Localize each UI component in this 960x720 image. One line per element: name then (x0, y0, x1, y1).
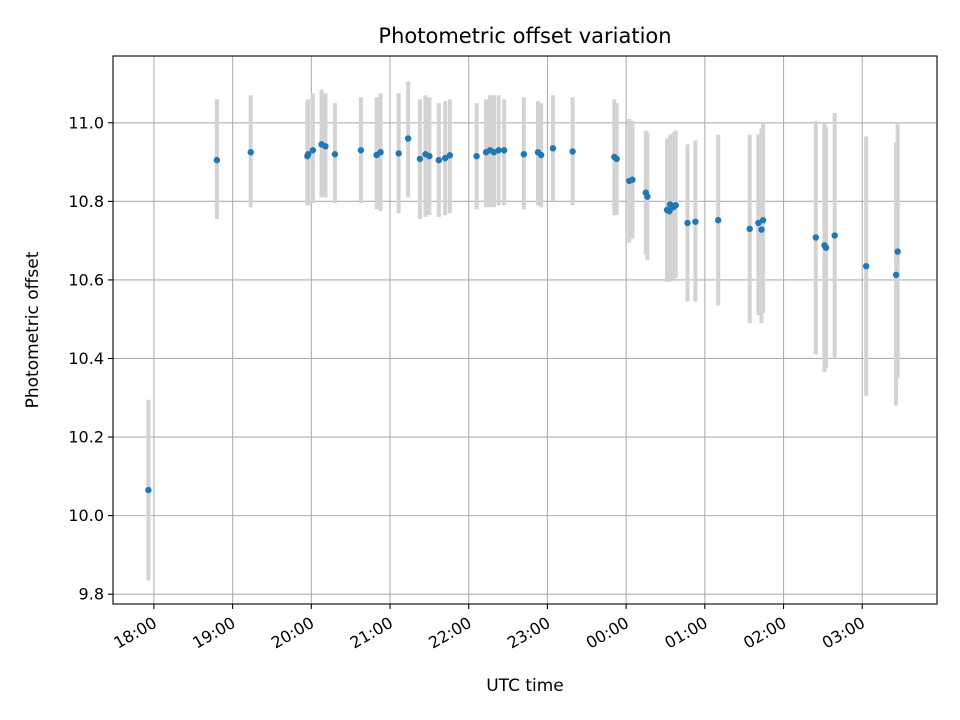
data-point (822, 244, 830, 251)
y-tick-label: 10.6 (68, 270, 104, 289)
data-point (672, 202, 679, 209)
data-point (145, 486, 152, 494)
y-tick-label: 10.2 (68, 428, 104, 447)
data-point (715, 217, 722, 224)
data-point (569, 148, 576, 155)
plot-frame (112, 55, 938, 605)
y-tick-label: 10.4 (68, 349, 104, 368)
data-point (446, 152, 454, 159)
data-point (520, 151, 528, 158)
data-point (404, 135, 412, 142)
data-point (537, 151, 545, 159)
y-tick-label: 11.0 (68, 113, 104, 132)
chart-title: Photometric offset variation (378, 24, 671, 48)
x-axis-label: UTC time (486, 676, 564, 696)
data-point (357, 147, 365, 154)
y-tick-label: 10.0 (68, 506, 104, 525)
data-point (666, 207, 673, 215)
data-point (629, 176, 636, 183)
y-tick-label: 10.8 (68, 192, 104, 211)
data-point (894, 248, 901, 255)
data-point (500, 147, 508, 154)
data-point (746, 225, 753, 233)
data-point (755, 219, 762, 227)
data-point (435, 156, 443, 164)
data-point (395, 150, 402, 157)
data-point (473, 152, 480, 160)
data-point (495, 147, 502, 154)
data-point (692, 218, 699, 225)
data-point (426, 152, 433, 160)
data-point (213, 156, 221, 164)
data-point (892, 271, 900, 279)
data-point (684, 219, 691, 227)
data-point (247, 149, 254, 156)
data-point (644, 193, 651, 200)
data-point (759, 217, 767, 224)
data-point (613, 155, 620, 163)
y-tick-layer: 9.8 10.0 10.2 10.4 10.6 10.8 11.0 (68, 113, 113, 604)
point-layer (145, 135, 901, 494)
data-point (862, 262, 870, 270)
data-point (549, 145, 557, 152)
data-point (441, 154, 449, 162)
data-point (304, 151, 312, 158)
data-point (331, 151, 339, 158)
y-axis-label: Photometric offset (23, 251, 43, 408)
data-point (377, 149, 384, 156)
data-point (309, 147, 317, 154)
data-point (831, 232, 838, 239)
data-point (322, 143, 329, 150)
data-point (416, 155, 424, 163)
data-point (812, 234, 820, 241)
y-tick-label: 9.8 (79, 585, 104, 604)
data-point (758, 226, 765, 233)
